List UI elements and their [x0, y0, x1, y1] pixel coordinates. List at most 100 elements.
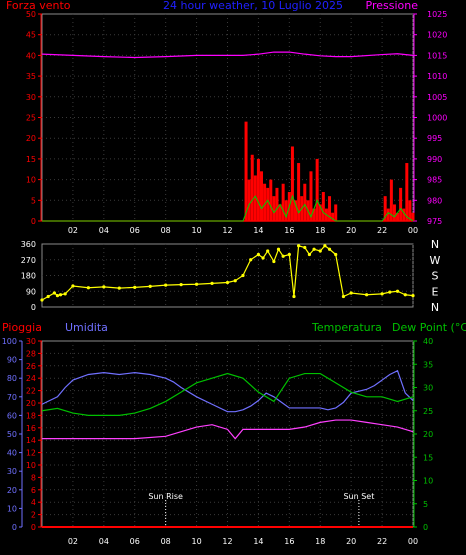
- wind-speed-bar: [408, 200, 412, 221]
- wind-direction-point: [327, 247, 332, 251]
- wind-panel-frame: [41, 13, 414, 222]
- wind-direction-point: [86, 286, 90, 290]
- wind-speed-bar: [303, 183, 307, 221]
- wind-direction-point: [249, 258, 253, 262]
- wind-direction-point: [341, 294, 346, 299]
- wind-speed-bar: [294, 200, 298, 221]
- wind-direction-point: [276, 247, 281, 251]
- wind-direction-point: [71, 284, 75, 288]
- wind-direction-point: [194, 282, 199, 286]
- wind-axis-tick-label: 10: [26, 176, 36, 185]
- climate-x-tick-label: 04: [99, 537, 109, 546]
- wind-speed-bar: [290, 146, 294, 221]
- rain-axis-tick-label: 26: [26, 362, 36, 371]
- wind-x-tick-label: 10: [191, 226, 201, 235]
- wind-speed-bar: [312, 208, 316, 221]
- wind-direction-point: [63, 292, 67, 296]
- wind-axis-tick-label: 40: [26, 51, 36, 60]
- climate-x-tick-label: 02: [68, 537, 78, 546]
- humidity-axis-tick-label: 40: [7, 449, 17, 458]
- wind-speed-bar: [275, 187, 279, 221]
- wind-axis-tick-label: 50: [26, 10, 36, 19]
- pressure-axis-tick-label: 1000: [427, 114, 447, 123]
- pressure-axis-tick-label: 1005: [427, 93, 447, 102]
- rain-axis-tick-label: 12: [26, 449, 36, 458]
- climate-x-tick-label: 20: [346, 537, 356, 546]
- direction-axis-tick-label: 0: [31, 303, 36, 312]
- rain-axis-tick-label: 2: [31, 511, 36, 520]
- rain-axis-label: Pioggia: [2, 321, 42, 334]
- pressure-axis-label: Pressione: [366, 0, 419, 12]
- wind-axis-tick-label: 35: [26, 72, 36, 81]
- wind-direction-point: [395, 289, 400, 293]
- wind-speed-bar: [396, 212, 400, 221]
- wind-axis-tick-label: 5: [31, 196, 36, 205]
- rain-axis-tick-label: 18: [26, 411, 36, 420]
- wind-speed-bar: [266, 187, 270, 221]
- wind-axis-tick-label: 0: [31, 217, 36, 226]
- wind-direction-point: [411, 294, 415, 298]
- wind-direction-point: [349, 291, 353, 295]
- wind-speed-bar: [272, 196, 276, 221]
- rain-axis-tick-label: 10: [26, 461, 36, 470]
- wind-x-tick-label: 14: [253, 226, 263, 235]
- wind-x-tick-label: 12: [222, 226, 232, 235]
- temperature-line: [41, 372, 414, 416]
- wind-speed-bar: [331, 212, 335, 221]
- wind-speed-bar: [263, 183, 267, 221]
- wind-direction-point: [133, 285, 137, 289]
- temperature-axis-label: Temperatura: [311, 321, 382, 334]
- wind-direction-point: [58, 293, 63, 297]
- direction-axis-tick-label: 270: [21, 256, 36, 265]
- wind-speed-bar: [281, 183, 285, 221]
- wind-speed-bar: [334, 204, 338, 221]
- direction-axis-tick-label: 180: [21, 272, 36, 281]
- rain-axis-tick-label: 8: [31, 473, 36, 482]
- sun-marker-label: Sun Set: [343, 492, 374, 501]
- wind-speed-bar: [405, 163, 409, 221]
- sun-marker-label: Sun Rise: [148, 492, 183, 501]
- wind-speed-bar: [256, 158, 260, 221]
- temperature-axis-tick-label: 20: [423, 430, 433, 439]
- pressure-axis-tick-label: 995: [427, 134, 442, 143]
- direction-axis-tick-label: 90: [26, 287, 36, 296]
- wind-speed-bar: [318, 204, 322, 221]
- wind-direction-point: [323, 244, 327, 248]
- wind-axis-tick-label: 45: [26, 31, 36, 40]
- pressure-axis-tick-label: 1010: [427, 72, 447, 81]
- humidity-axis-tick-label: 10: [7, 504, 17, 513]
- dewpoint-line: [42, 419, 414, 440]
- compass-label: N: [431, 301, 439, 314]
- wind-speed-bar: [402, 208, 406, 221]
- temperature-axis-tick-label: 10: [423, 477, 433, 486]
- rain-axis-tick-label: 22: [26, 387, 36, 396]
- pressure-axis-tick-label: 975: [427, 217, 442, 226]
- wind-speed-bar: [260, 171, 264, 221]
- wind-axis-label: Forza vento: [6, 0, 71, 12]
- wind-direction-point: [266, 249, 270, 253]
- wind-direction-point: [292, 294, 296, 299]
- direction-panel-frame: [41, 243, 414, 308]
- humidity-axis-tick-label: 100: [2, 337, 17, 346]
- rain-axis-tick-label: 28: [26, 349, 36, 358]
- wind-x-tick-label: 18: [315, 226, 325, 235]
- climate-x-tick-label: 00: [408, 537, 418, 546]
- pressure-axis-tick-label: 1015: [427, 51, 447, 60]
- pressure-axis-tick-label: 1025: [427, 10, 447, 19]
- wind-direction-point: [117, 286, 121, 290]
- climate-x-tick-label: 08: [161, 537, 171, 546]
- climate-x-tick-label: 22: [377, 537, 387, 546]
- wind-speed-bar: [389, 179, 393, 221]
- temperature-axis-tick-label: 35: [423, 360, 433, 369]
- wind-direction-point: [256, 252, 261, 257]
- pressure-line: [41, 51, 414, 59]
- wind-direction-point: [281, 254, 285, 258]
- wind-speed-bar: [315, 158, 319, 221]
- wind-speed-bar: [309, 171, 313, 221]
- rain-axis-tick-label: 16: [26, 424, 36, 433]
- wind-x-tick-label: 02: [68, 226, 78, 235]
- wind-direction-point: [148, 284, 152, 288]
- temperature-axis-tick-label: 15: [423, 453, 433, 462]
- wind-speed-bar: [250, 154, 254, 221]
- compass-label: E: [432, 285, 439, 298]
